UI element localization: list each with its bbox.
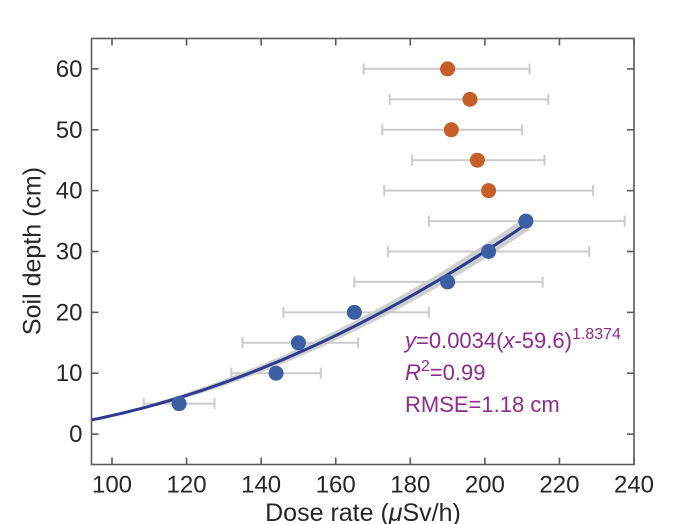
measured-points-fit-region-marker xyxy=(346,304,362,320)
y-tick-label: 0 xyxy=(69,421,82,448)
r2-sup: 2 xyxy=(420,358,430,375)
r2-symbol: R xyxy=(405,360,421,385)
r2-value: =0.99 xyxy=(429,360,486,385)
deeper-layer-points-marker xyxy=(481,183,497,199)
x-tick-label: 200 xyxy=(465,472,505,499)
measured-points-fit-region-marker xyxy=(171,396,187,412)
x-axis-title-unit: Sv/h) xyxy=(402,499,461,524)
y-tick-label: 50 xyxy=(56,117,83,144)
measured-points-fit-region-marker xyxy=(481,244,497,259)
eq-x: x xyxy=(503,328,515,353)
y-tick-label: 20 xyxy=(56,299,83,326)
fit-annotation: y=0.0034(x-59.6)1.8374 R2=0.99 RMSE=1.18… xyxy=(405,326,621,425)
measured-points-fit-region-marker xyxy=(440,274,456,290)
deeper-layer-points-marker xyxy=(469,152,485,168)
deeper-layer-points-marker xyxy=(443,122,459,138)
y-tick-label: 30 xyxy=(56,239,83,266)
fit-equation: y=0.0034(x-59.6)1.8374 xyxy=(405,326,621,353)
fit-curve xyxy=(91,221,529,422)
eq-coefficient: =0.0034( xyxy=(416,328,504,353)
x-tick-label: 160 xyxy=(316,472,356,499)
y-axis-title: Soil depth (cm) xyxy=(18,166,47,336)
deeper-layer-points-marker xyxy=(440,61,456,77)
measured-points-fit-region-marker xyxy=(290,335,306,351)
mu-symbol: μ xyxy=(388,499,403,524)
x-tick-label: 180 xyxy=(390,472,430,499)
x-axis-title: Dose rate (μSv/h) xyxy=(265,499,461,524)
y-tick-label: 40 xyxy=(56,178,83,205)
x-axis-title-text: Dose rate ( xyxy=(265,499,389,524)
eq-y: y xyxy=(405,328,416,353)
x-tick-label: 140 xyxy=(241,472,281,499)
x-tick-label: 220 xyxy=(539,472,579,499)
fit-r-squared: R2=0.99 xyxy=(405,358,621,385)
y-tick-label: 60 xyxy=(56,56,83,83)
fit-rmse: RMSE=1.18 cm xyxy=(405,392,560,417)
measured-points-fit-region-marker xyxy=(518,213,534,229)
measured-points-fit-region-marker xyxy=(268,365,284,381)
x-tick-label: 120 xyxy=(167,472,207,499)
deeper-layer-points-marker xyxy=(462,91,478,107)
x-tick-label: 100 xyxy=(92,472,132,499)
x-tick-label: 240 xyxy=(614,472,654,499)
y-tick-label: 10 xyxy=(56,360,83,387)
eq-offset: -59.6) xyxy=(514,328,572,353)
eq-exponent: 1.8374 xyxy=(571,326,621,343)
